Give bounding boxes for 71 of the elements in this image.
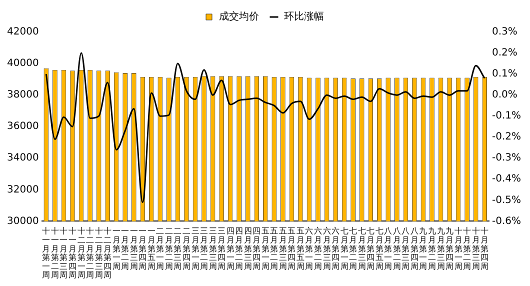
y-tick-label: 42000: [7, 26, 39, 38]
x-tick-label: 五月第一周: [261, 226, 270, 271]
x-tick-label: 十二月第二周: [86, 226, 94, 280]
x-tick-label: 九月第三周: [436, 226, 445, 271]
x-tick-label: 一月第五周: [147, 226, 156, 271]
x-tick-label: 四月第四周: [252, 226, 261, 271]
y2-tick-label: -0.6%: [492, 216, 521, 227]
y-tick-label: 36000: [7, 121, 39, 132]
x-tick-label: 十二月第三周: [94, 226, 103, 280]
x-tick-label: 一月第四周: [138, 226, 147, 271]
x-tick-label: 十二月第四周: [104, 226, 112, 280]
y-tick-label: 34000: [7, 152, 39, 164]
x-tick-label: 五月第三周: [278, 226, 287, 271]
x-tick-label: 十一月第四周: [68, 226, 76, 280]
x-tick-label: 五月第二周: [270, 226, 278, 271]
y-tick-label: 32000: [7, 184, 39, 196]
x-tick-label: 七月第五周: [375, 226, 384, 271]
x-tick-label: 十月第二周: [463, 226, 472, 271]
x-tick-label: 二月第四周: [182, 226, 190, 271]
x-tick-label: 四月第二周: [235, 226, 244, 271]
x-tick-label: 六月第三周: [322, 226, 331, 271]
x-tick-label: 二月第三周: [174, 226, 182, 271]
x-tick-label: 十月第三周: [472, 226, 480, 271]
x-tick-label: 三月第一周: [191, 226, 200, 271]
x-tick-label: 十一月第三周: [60, 226, 68, 280]
line-series: [45, 52, 486, 204]
x-tick-label: 九月第四周: [446, 226, 454, 271]
x-tick-label: 八月第四周: [410, 226, 418, 271]
x-tick-label: 十一月第二周: [50, 226, 59, 280]
x-tick-label: 八月第一周: [384, 226, 392, 271]
y2-tick-label: 0.2%: [492, 48, 518, 59]
y2-tick-label: 0.1%: [492, 68, 518, 80]
x-tick-label: 五月第四周: [288, 226, 296, 271]
x-tick-label: 八月第三周: [402, 226, 410, 271]
x-tick-label: 四月第三周: [244, 226, 252, 271]
x-tick-label: 七月第一周: [340, 226, 348, 271]
x-tick-label: 四月第一周: [226, 226, 234, 271]
y-tick-label: 40000: [7, 58, 39, 70]
x-tick-label: 七月第四周: [366, 226, 375, 271]
x-tick-label: 五月第五周: [296, 226, 304, 271]
x-tick-label: 二月第一周: [156, 226, 164, 271]
x-tick-label: 十月第四周: [480, 226, 489, 271]
x-tick-label: 九月第一周: [419, 226, 428, 271]
x-tick-label: 十月第一周: [454, 226, 462, 271]
y2-tick-label: -0.1%: [492, 110, 521, 122]
x-tick-label: 六月第一周: [305, 226, 314, 271]
y-tick-label: 30000: [7, 216, 39, 227]
x-tick-label: 八月第二周: [392, 226, 401, 271]
y2-tick-label: -0.5%: [492, 194, 521, 206]
y-tick-label: 38000: [7, 90, 39, 101]
x-tick-label: 十一月第一周: [42, 226, 50, 280]
x-tick-label: 六月第四周: [332, 226, 340, 271]
x-tick-label: 一月第一周: [112, 226, 120, 271]
x-tick-label: 三月第二周: [200, 226, 208, 271]
y2-tick-label: -0.4%: [492, 174, 521, 185]
x-tick-label: 七月第二周: [349, 226, 358, 271]
x-tick-label: 七月第三周: [358, 226, 366, 271]
y2-tick-label: -0.2%: [492, 132, 521, 143]
x-tick-label: 三月第三周: [208, 226, 217, 271]
x-tick-label: 三月第四周: [218, 226, 226, 271]
x-tick-label: 六月第二周: [314, 226, 322, 271]
y2-tick-label: 0.0%: [492, 90, 518, 101]
x-tick-label: 一月第二周: [121, 226, 130, 271]
y2-tick-label: 0.3%: [492, 26, 518, 38]
legend-label: 环比涨幅: [284, 10, 324, 23]
x-tick-label: 二月第二周: [164, 226, 173, 271]
x-tick-label: 九月第二周: [428, 226, 436, 271]
y2-tick-label: -0.3%: [492, 152, 521, 164]
x-tick-label: 一月第三周: [130, 226, 138, 271]
legend-label: 成交均价: [219, 10, 259, 23]
x-tick-label: 十二月第一周: [77, 226, 86, 280]
